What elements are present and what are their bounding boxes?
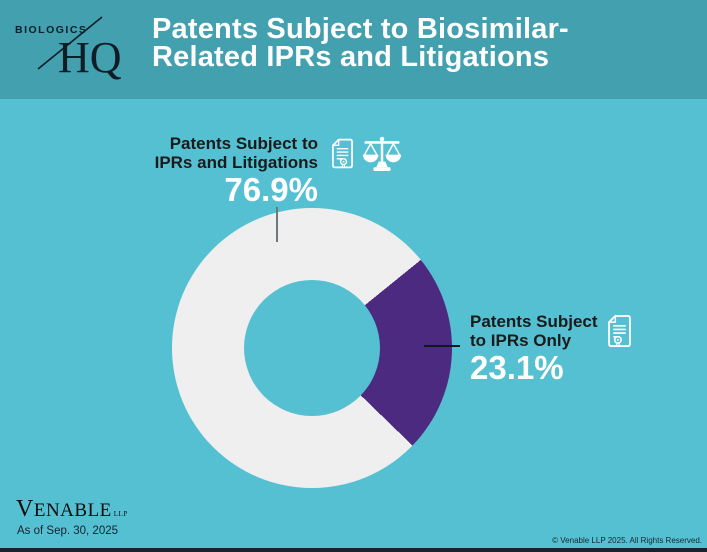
copyright-notice: © Venable LLP 2025. All Rights Reserved.: [552, 536, 702, 545]
venable-logo-name: VENABLE: [16, 496, 112, 522]
header-band: BIOLOGICS HQ Patents Subject to Biosimil…: [0, 0, 707, 99]
hq-logo-text: HQ: [58, 33, 122, 82]
segment-label-line1: Patents Subject to: [169, 134, 318, 153]
segment-label-line2: to IPRs Only: [470, 331, 572, 350]
biologics-hq-logo: BIOLOGICS HQ: [15, 16, 122, 82]
segment-value: 23.1%: [470, 349, 564, 386]
venable-logo: VENABLE LLP: [16, 496, 128, 523]
segment-label-line2: IPRs and Litigations: [154, 153, 318, 172]
callout-leader-line-minority: [424, 345, 460, 347]
venable-logo-suffix: LLP: [113, 510, 128, 518]
logo-slash: [37, 16, 103, 70]
footer-bar: [0, 548, 707, 552]
patent-certificate-icon: [332, 138, 353, 169]
donut-hole: [244, 280, 380, 416]
callout-iprs-only: Patents Subject to IPRs Only 23.1%: [470, 312, 640, 386]
page-title: Patents Subject to Biosimilar- Related I…: [152, 13, 652, 73]
as-of-date: As of Sep. 30, 2025: [17, 525, 119, 537]
segment-value: 76.9%: [224, 171, 318, 208]
page-title-line1: Patents Subject to Biosimilar-: [152, 13, 569, 45]
scales-of-justice-icon: [362, 136, 402, 172]
callout-iprs-and-litigations: Patents Subject to IPRs and Litigations …: [140, 134, 318, 208]
biologics-logo-text: BIOLOGICS: [15, 24, 87, 36]
patent-certificate-icon: [608, 314, 631, 348]
segment-label-line1: Patents Subject: [470, 312, 598, 331]
page-title-line2: Related IPRs and Litigations: [152, 41, 550, 73]
callout-leader-line-majority: [276, 207, 278, 242]
